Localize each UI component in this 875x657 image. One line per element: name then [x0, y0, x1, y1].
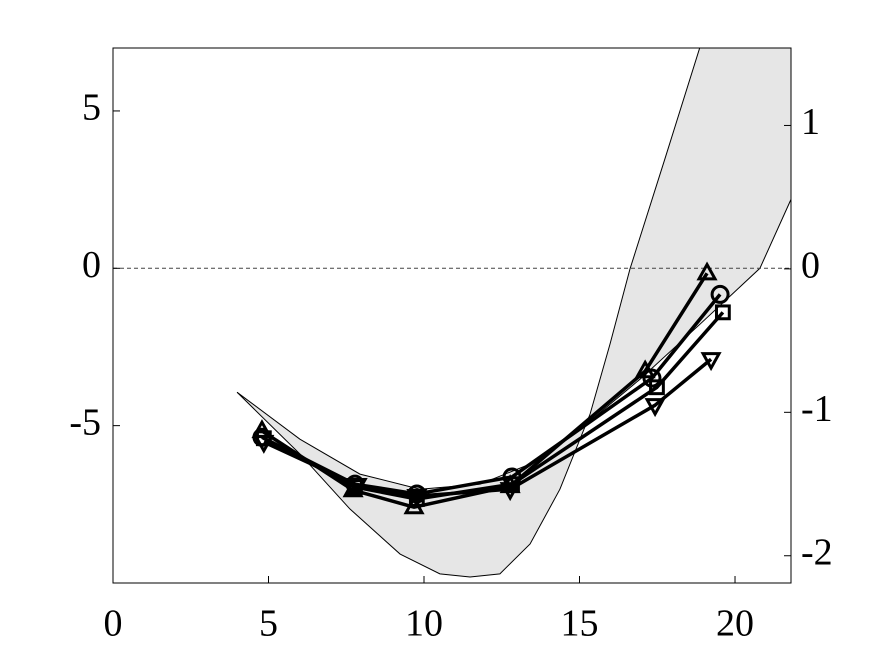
y-tick-label: 0: [82, 244, 101, 286]
marker: [644, 398, 666, 418]
y2-tick-label: 1: [801, 101, 820, 143]
marker: [649, 379, 665, 396]
marker: [696, 261, 718, 281]
plot-layer: 0 5 10 15 20 -5 0 5 -2 -1 0 1: [69, 47, 833, 645]
y2-tick-label: 0: [801, 245, 820, 287]
marker: [342, 478, 364, 498]
marker: [700, 352, 722, 372]
x-tick-label: 5: [259, 603, 278, 645]
x-tick-label: 0: [104, 603, 123, 645]
marker: [714, 304, 731, 321]
x-tick-label: 10: [405, 603, 443, 645]
plot-frame: [112, 47, 792, 584]
band-lower-edge: [236, 48, 701, 578]
marker: [634, 359, 656, 379]
y-tick-label: -5: [69, 401, 101, 443]
marker: [710, 284, 730, 304]
marker: [499, 482, 521, 502]
series-line: [263, 357, 713, 498]
series-line: [261, 272, 709, 509]
band-fill: [237, 48, 791, 578]
marker: [253, 434, 275, 454]
y2-tick-label: -2: [801, 531, 833, 573]
x-tick-label: 20: [716, 603, 754, 645]
y-tick-label: 5: [82, 87, 101, 129]
band-layer: [236, 48, 791, 578]
y2-tick-label: -1: [801, 388, 833, 430]
marker: [406, 489, 428, 509]
x-tick-label: 15: [561, 603, 599, 645]
marker: [346, 478, 368, 498]
